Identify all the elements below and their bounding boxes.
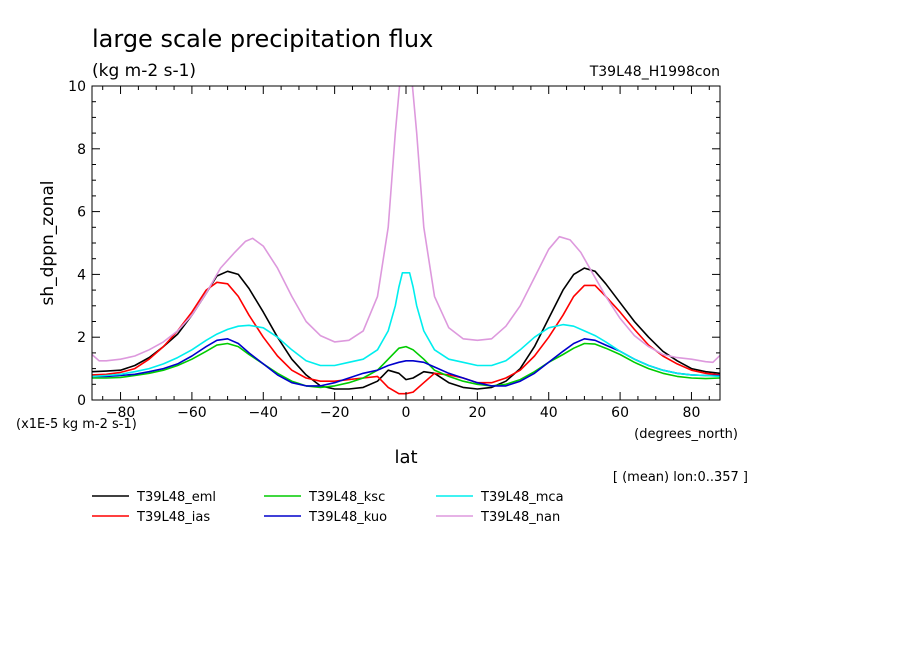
legend-label: T39L48_ias — [136, 510, 210, 525]
y-tick-label: 0 — [77, 393, 86, 409]
legend-label: T39L48_ksc — [308, 490, 385, 505]
footnote: [ (mean) lon:0..357 ] — [613, 470, 748, 485]
chart-subtitle: (kg m-2 s-1) — [92, 61, 196, 81]
run-label: T39L48_H1998con — [589, 64, 720, 80]
x-tick-label: 40 — [540, 405, 558, 421]
series-line-t39l48-mca — [92, 272, 720, 378]
x-tick-label: 80 — [683, 405, 701, 421]
legend-label: T39L48_mca — [480, 490, 564, 505]
y-tick-label: 6 — [77, 205, 86, 221]
x-tick-label: −60 — [177, 405, 207, 421]
series-line-t39l48-kuo — [92, 338, 720, 387]
y-axis-label: sh_dppn_zonal — [38, 180, 58, 305]
y-tick-label: 4 — [77, 267, 86, 283]
x-tick-label: 0 — [402, 405, 411, 421]
legend-label: T39L48_nan — [480, 510, 560, 525]
y-tick-label: 8 — [77, 142, 86, 158]
y-scale-note: (x1E-5 kg m-2 s-1) — [16, 417, 137, 432]
x-units: (degrees_north) — [634, 427, 738, 442]
x-tick-label: −80 — [106, 405, 136, 421]
series-layer — [92, 86, 720, 395]
series-line-t39l48-nan — [92, 86, 720, 364]
x-tick-label: 60 — [611, 405, 629, 421]
x-tick-label: 20 — [468, 405, 486, 421]
y-tick-label: 2 — [77, 330, 86, 346]
series-line-t39l48-ksc — [92, 342, 720, 389]
x-tick-label: −40 — [248, 405, 278, 421]
ticks-layer: −80 −60 −40 −20 0 20 40 60 80 0 2 4 6 8 10 — [68, 79, 720, 421]
series-line-t39l48-ias — [92, 281, 720, 395]
legend-label: T39L48_eml — [136, 490, 216, 505]
legend-label: T39L48_kuo — [308, 510, 387, 525]
legend: T39L48_eml T39L48_ias T39L48_ksc T39L48_kuo… — [92, 490, 564, 525]
chart-title: large scale precipitation flux — [92, 25, 433, 53]
x-tick-label: −20 — [320, 405, 350, 421]
y-tick-label: 10 — [68, 79, 86, 95]
series-line-t39l48-eml — [92, 267, 720, 390]
x-axis-label: lat — [394, 447, 417, 468]
